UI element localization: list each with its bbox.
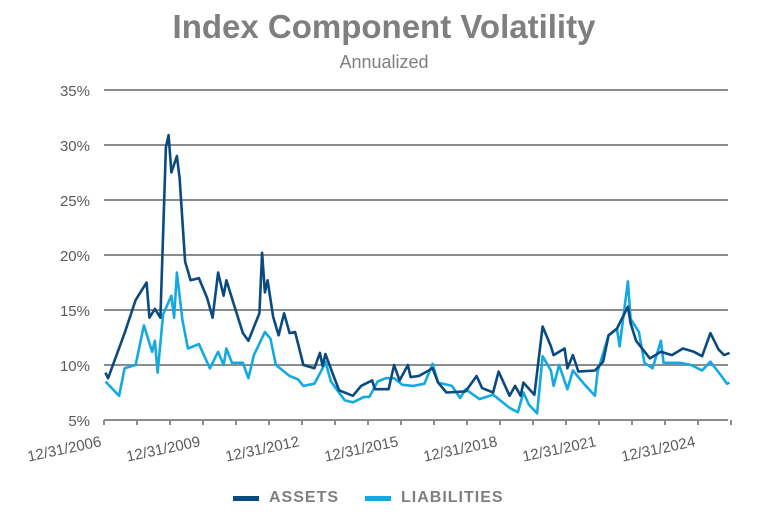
legend-swatch-assets <box>233 495 259 501</box>
legend-swatch-liabilities <box>365 495 391 501</box>
legend-label-liabilities: LIABILITIES <box>401 489 504 506</box>
y-tick-label: 5% <box>68 413 90 430</box>
y-tick-label: 15% <box>60 303 90 320</box>
x-tick-label: 12/31/2018 <box>422 433 499 465</box>
legend-item-assets: ASSETS <box>233 489 339 507</box>
y-tick-label: 20% <box>60 248 90 265</box>
x-tick-label: 12/31/2024 <box>620 433 697 465</box>
chart-subtitle: Annualized <box>339 52 429 72</box>
x-tick-label: 12/31/2021 <box>521 433 598 465</box>
series-line-liabilities <box>104 271 731 415</box>
legend-item-liabilities: LIABILITIES <box>365 489 504 507</box>
legend-label-assets: ASSETS <box>269 489 340 506</box>
x-tick-label: 12/31/2015 <box>323 433 400 465</box>
chart-title: Index Component Volatility <box>172 8 596 45</box>
x-tick-label: 12/31/2009 <box>125 433 202 465</box>
y-tick-label: 30% <box>60 138 90 155</box>
series-line-assets <box>104 133 731 398</box>
y-tick-label: 25% <box>60 193 90 210</box>
y-tick-label: 10% <box>60 358 90 375</box>
x-tick-label: 12/31/2012 <box>224 433 301 465</box>
y-tick-label: 35% <box>60 83 90 100</box>
x-tick-label: 12/31/2006 <box>26 433 103 465</box>
